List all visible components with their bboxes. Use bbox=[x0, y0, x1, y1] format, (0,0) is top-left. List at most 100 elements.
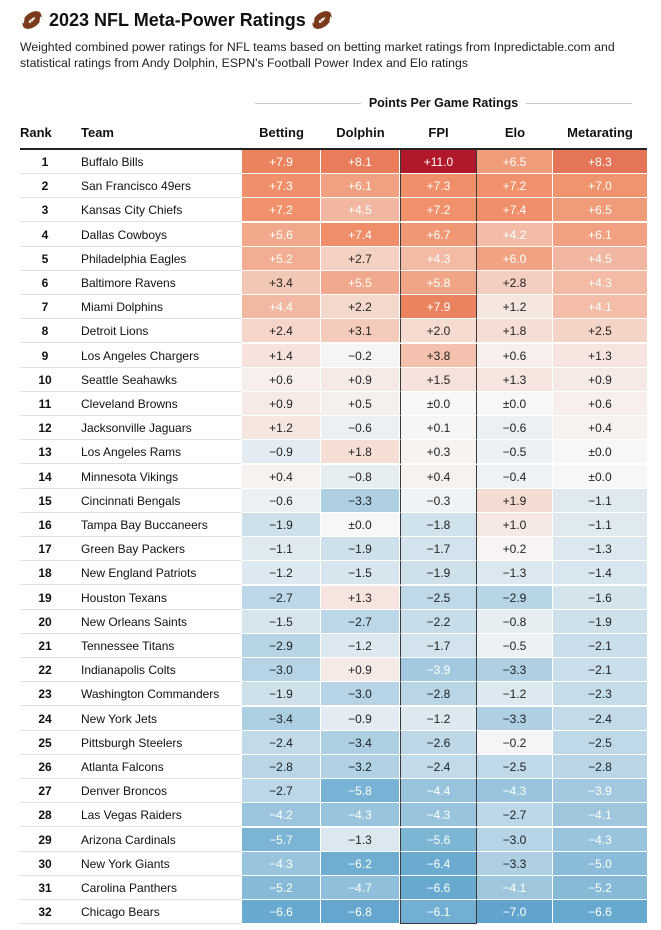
betting-cell: −5.7 bbox=[242, 827, 321, 852]
dolphin-cell: +5.5 bbox=[321, 271, 400, 295]
team-cell: Buffalo Bills bbox=[81, 155, 144, 169]
dolphin-cell: +6.1 bbox=[321, 174, 400, 199]
rank-cell: 10 bbox=[38, 372, 52, 387]
dolphin-cell: −6.8 bbox=[321, 900, 400, 925]
fpi-cell: +7.3 bbox=[400, 174, 477, 199]
dolphin-cell: +3.1 bbox=[321, 319, 400, 344]
betting-cell: −6.6 bbox=[242, 900, 321, 925]
team-cell: Los Angeles Chargers bbox=[81, 348, 200, 363]
metarating-cell: −2.1 bbox=[553, 634, 647, 658]
fpi-cell: −3.9 bbox=[400, 658, 477, 683]
elo-cell: −4.1 bbox=[477, 876, 553, 900]
metarating-cell: −5.0 bbox=[553, 851, 647, 876]
elo-cell: −0.8 bbox=[477, 609, 553, 634]
elo-cell: −3.3 bbox=[477, 851, 553, 876]
elo-cell: −2.9 bbox=[477, 585, 553, 610]
table-row: 7 Miami Dolphins +4.4 +2.2 +7.9 +1.2 +4.1 bbox=[0, 295, 661, 320]
betting-cell: −4.2 bbox=[242, 803, 321, 828]
fpi-cell: +11.0 bbox=[400, 150, 477, 174]
fpi-cell: −2.6 bbox=[400, 730, 477, 755]
betting-cell: −3.0 bbox=[242, 658, 321, 683]
elo-cell: +1.9 bbox=[477, 488, 553, 513]
row-separator bbox=[20, 826, 241, 828]
betting-cell: +4.4 bbox=[242, 295, 321, 320]
rank-cell: 18 bbox=[38, 566, 52, 581]
dolphin-cell: +8.1 bbox=[321, 150, 400, 174]
row-separator bbox=[20, 439, 241, 441]
team-cell: Minnesota Vikings bbox=[81, 469, 179, 484]
rank-cell: 28 bbox=[38, 808, 52, 823]
rank-cell: 17 bbox=[38, 542, 52, 557]
metarating-cell: −2.3 bbox=[553, 682, 647, 707]
fpi-cell: −1.9 bbox=[400, 561, 477, 586]
team-cell: Washington Commanders bbox=[81, 687, 220, 702]
team-cell: Philadelphia Eagles bbox=[81, 251, 187, 266]
fpi-cell: +7.9 bbox=[400, 295, 477, 320]
row-separator bbox=[20, 778, 241, 779]
dolphin-cell: +0.9 bbox=[321, 367, 400, 392]
rank-cell: 32 bbox=[38, 905, 52, 920]
dolphin-cell: −3.0 bbox=[321, 682, 400, 707]
rank-cell: 25 bbox=[38, 735, 52, 750]
betting-cell: −3.4 bbox=[242, 706, 321, 731]
table-row: 14 Minnesota Vikings +0.4 −0.8 +0.4 −0.4 ±0.0 bbox=[0, 464, 661, 489]
row-separator bbox=[20, 560, 241, 562]
betting-cell: +7.2 bbox=[242, 198, 321, 223]
dolphin-cell: +2.2 bbox=[321, 295, 400, 320]
dolphin-cell: +7.4 bbox=[321, 222, 400, 247]
row-separator bbox=[20, 874, 241, 876]
metarating-cell: −4.1 bbox=[553, 803, 647, 828]
elo-cell: −2.7 bbox=[477, 803, 553, 828]
row-separator bbox=[20, 342, 241, 344]
betting-cell: −1.9 bbox=[242, 513, 321, 537]
metarating-cell: −5.2 bbox=[553, 876, 647, 900]
metarating-cell: +1.3 bbox=[553, 343, 647, 368]
metarating-cell: +6.1 bbox=[553, 222, 647, 247]
metarating-cell: −3.9 bbox=[553, 779, 647, 804]
fpi-cell: −1.7 bbox=[400, 537, 477, 562]
row-separator bbox=[20, 318, 241, 320]
metarating-cell: −1.6 bbox=[553, 585, 647, 610]
dolphin-cell: +1.3 bbox=[321, 585, 400, 610]
table-row: 22 Indianapolis Colts −3.0 +0.9 −3.9 −3.3 −2.1 bbox=[0, 658, 661, 683]
row-separator bbox=[20, 536, 241, 537]
rank-cell: 20 bbox=[38, 614, 52, 629]
fpi-cell: −6.1 bbox=[400, 900, 477, 925]
dolphin-cell: −4.3 bbox=[321, 803, 400, 828]
subtitle: Weighted combined power ratings for NFL … bbox=[20, 40, 615, 70]
fpi-cell: +2.0 bbox=[400, 319, 477, 344]
team-cell: Indianapolis Colts bbox=[81, 663, 176, 678]
football-icon bbox=[22, 11, 42, 29]
metarating-cell: +4.5 bbox=[553, 246, 647, 271]
team-cell: Chicago Bears bbox=[81, 905, 160, 920]
column-header-elo: Elo bbox=[504, 125, 526, 140]
dolphin-cell: −6.2 bbox=[321, 851, 400, 876]
elo-cell: +2.8 bbox=[477, 271, 553, 295]
fpi-cell: −1.2 bbox=[400, 706, 477, 731]
row-separator bbox=[20, 487, 241, 489]
table-row: 26 Atlanta Falcons −2.8 −3.2 −2.4 −2.5 −2.8 bbox=[0, 755, 661, 779]
elo-cell: −1.3 bbox=[477, 561, 553, 586]
table-row: 2 San Francisco 49ers +7.3 +6.1 +7.3 +7.2 +7.0 bbox=[0, 174, 661, 199]
dolphin-cell: −1.5 bbox=[321, 561, 400, 586]
fpi-cell: −0.3 bbox=[400, 488, 477, 513]
rank-cell: 11 bbox=[38, 397, 52, 411]
betting-cell: −1.9 bbox=[242, 682, 321, 707]
betting-cell: +7.3 bbox=[242, 174, 321, 199]
team-cell: Arizona Cardinals bbox=[81, 832, 176, 847]
table-row: 20 New Orleans Saints −1.5 −2.7 −2.2 −0.8 −1.9 bbox=[0, 609, 661, 634]
rank-cell: 21 bbox=[38, 639, 52, 653]
metarating-cell: +4.3 bbox=[553, 271, 647, 295]
fpi-cell: +4.3 bbox=[400, 246, 477, 271]
table-row: 30 New York Giants −4.3 −6.2 −6.4 −3.3 −5.0 bbox=[0, 851, 661, 876]
elo-cell: +6.0 bbox=[477, 246, 553, 271]
team-cell: Carolina Panthers bbox=[81, 881, 178, 895]
betting-cell: −4.3 bbox=[242, 851, 321, 876]
metarating-cell: +0.9 bbox=[553, 367, 647, 392]
header-rule bbox=[20, 148, 647, 150]
team-cell: New England Patriots bbox=[81, 566, 197, 581]
metarating-cell: +0.6 bbox=[553, 392, 647, 416]
team-cell: Green Bay Packers bbox=[81, 542, 186, 557]
betting-cell: −2.8 bbox=[242, 755, 321, 779]
table-row: 23 Washington Commanders −1.9 −3.0 −2.8 −1.2−… bbox=[0, 682, 661, 707]
